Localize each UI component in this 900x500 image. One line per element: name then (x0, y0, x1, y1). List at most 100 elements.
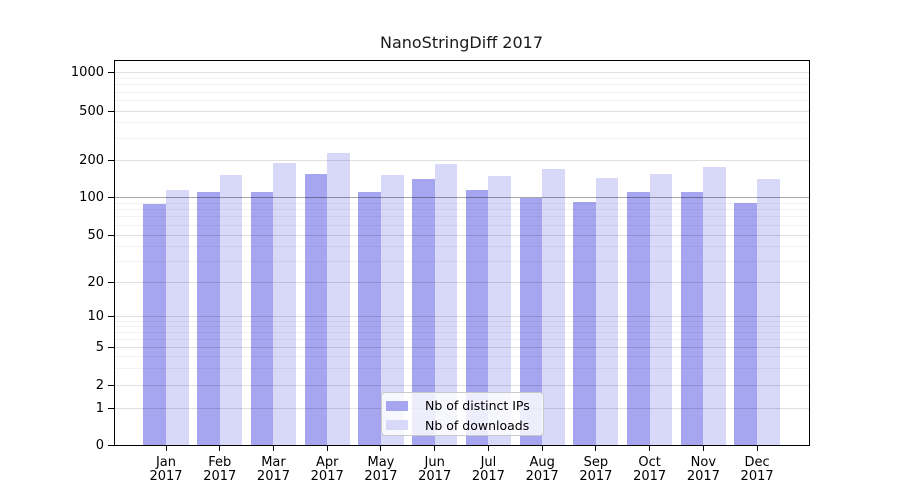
gridline-minor-40 (114, 246, 809, 248)
gridline-minor-30 (114, 260, 809, 262)
x-tick-year: 2017 (418, 469, 452, 484)
legend: Nb of distinct IPs Nb of downloads (381, 392, 544, 436)
gridline-minor-90 (114, 202, 809, 204)
x-tick-month: Jul (480, 455, 497, 470)
bar-dec-downloads (757, 179, 780, 446)
gridline-minor-7 (114, 332, 809, 334)
gridline-minor-80 (114, 209, 809, 211)
gridline-minor-3 (114, 367, 809, 369)
x-tick-apr (326, 445, 328, 451)
x-tick-label-jul: Jul 2017 (456, 456, 520, 484)
y-tick-label-100: 100 (79, 190, 104, 206)
x-tick-label-feb: Feb 2017 (188, 456, 252, 484)
bar-nov-downloads (703, 167, 726, 446)
gridline-minor-800 (114, 84, 809, 86)
legend-item-distinct-ips: Nb of distinct IPs (386, 396, 543, 416)
x-tick-month: Oct (638, 455, 661, 470)
gridline-500 (114, 110, 809, 112)
x-tick-month: Jun (424, 455, 445, 470)
y-tick-1 (107, 407, 114, 409)
x-tick-year: 2017 (256, 469, 291, 484)
bar-feb-downloads (219, 174, 243, 446)
bar-aug-distinct-ips (519, 197, 543, 446)
bar-apr-downloads (327, 152, 350, 446)
x-tick-year: 2017 (364, 469, 398, 484)
x-tick-year: 2017 (740, 469, 774, 484)
gridline-2 (114, 384, 809, 386)
bar-dec-distinct-ips (734, 202, 758, 446)
x-tick-label-mar: Mar 2017 (241, 456, 305, 484)
gridline-20 (114, 281, 809, 283)
y-tick-2 (107, 384, 114, 386)
y-tick-100 (107, 197, 114, 199)
x-tick-label-may: May 2017 (349, 456, 413, 484)
bar-oct-distinct-ips (627, 192, 650, 446)
y-tick-50 (107, 234, 114, 236)
y-tick-10 (107, 316, 114, 318)
x-tick-jun (434, 445, 436, 451)
y-tick-label-10: 10 (87, 309, 104, 325)
y-tick-label-200: 200 (79, 152, 104, 168)
x-tick-jul (487, 445, 489, 451)
bar-jun-downloads (434, 163, 458, 446)
x-tick-dec (756, 445, 758, 451)
gridline-minor-300 (114, 137, 809, 139)
x-tick-mar (272, 445, 274, 451)
x-tick-oct (649, 445, 651, 451)
x-tick-may (380, 445, 382, 451)
x-tick-year: 2017 (633, 469, 667, 484)
gridline-1000 (114, 71, 809, 73)
x-tick-year: 2017 (203, 469, 237, 484)
legend-item-downloads: Nb of downloads (386, 416, 543, 436)
y-tick-label-0: 0 (95, 437, 104, 453)
x-tick-year: 2017 (579, 469, 613, 484)
gridline-minor-8 (114, 326, 809, 328)
y-tick-1000 (107, 71, 114, 73)
chart-title: NanoStringDiff 2017 (379, 33, 544, 52)
legend-swatch-downloads (386, 420, 408, 431)
x-tick-feb (219, 445, 221, 451)
x-tick-month: Feb (208, 455, 232, 470)
x-tick-year: 2017 (525, 469, 559, 484)
y-tick-200 (107, 159, 114, 161)
bar-mar-distinct-ips (250, 192, 274, 446)
legend-swatch-distinct-ips (386, 400, 408, 411)
x-tick-label-sep: Sep 2017 (564, 456, 628, 484)
x-tick-nov (702, 445, 704, 451)
y-tick-label-50: 50 (87, 227, 104, 243)
y-tick-label-1000: 1000 (70, 64, 104, 80)
y-tick-20 (107, 281, 114, 283)
x-tick-label-oct: Oct 2017 (618, 456, 682, 484)
bar-nov-distinct-ips (680, 191, 704, 446)
plot-area (113, 59, 810, 446)
gridline-minor-400 (114, 122, 809, 124)
bar-jan-distinct-ips (143, 203, 166, 446)
legend-label-downloads: Nb of downloads (425, 417, 530, 433)
gridline-5 (114, 347, 809, 349)
y-tick-label-2: 2 (95, 377, 104, 393)
bar-feb-distinct-ips (197, 192, 220, 446)
y-tick-label-5: 5 (95, 340, 104, 356)
x-tick-year: 2017 (471, 469, 505, 484)
gridline-minor-700 (114, 91, 809, 93)
x-tick-label-dec: Dec 2017 (725, 456, 789, 484)
x-tick-month: Mar (261, 455, 286, 470)
bar-jan-downloads (166, 189, 189, 446)
gridline-minor-70 (114, 216, 809, 218)
legend-label-distinct-ips: Nb of distinct IPs (425, 398, 530, 414)
gridline-minor-60 (114, 224, 809, 226)
y-tick-500 (107, 110, 114, 112)
bar-jul-downloads (488, 176, 511, 446)
bar-aug-downloads (542, 168, 565, 446)
x-tick-aug (541, 445, 543, 451)
gridline-minor-4 (114, 356, 809, 358)
x-tick-label-jun: Jun 2017 (403, 456, 467, 484)
y-tick-5 (107, 347, 114, 349)
x-tick-label-nov: Nov 2017 (671, 456, 735, 484)
y-tick-0 (107, 444, 114, 446)
gridline-minor-9 (114, 320, 809, 322)
gridline-200 (114, 159, 809, 161)
grid-layer (114, 60, 810, 446)
y-tick-label-20: 20 (87, 274, 104, 290)
